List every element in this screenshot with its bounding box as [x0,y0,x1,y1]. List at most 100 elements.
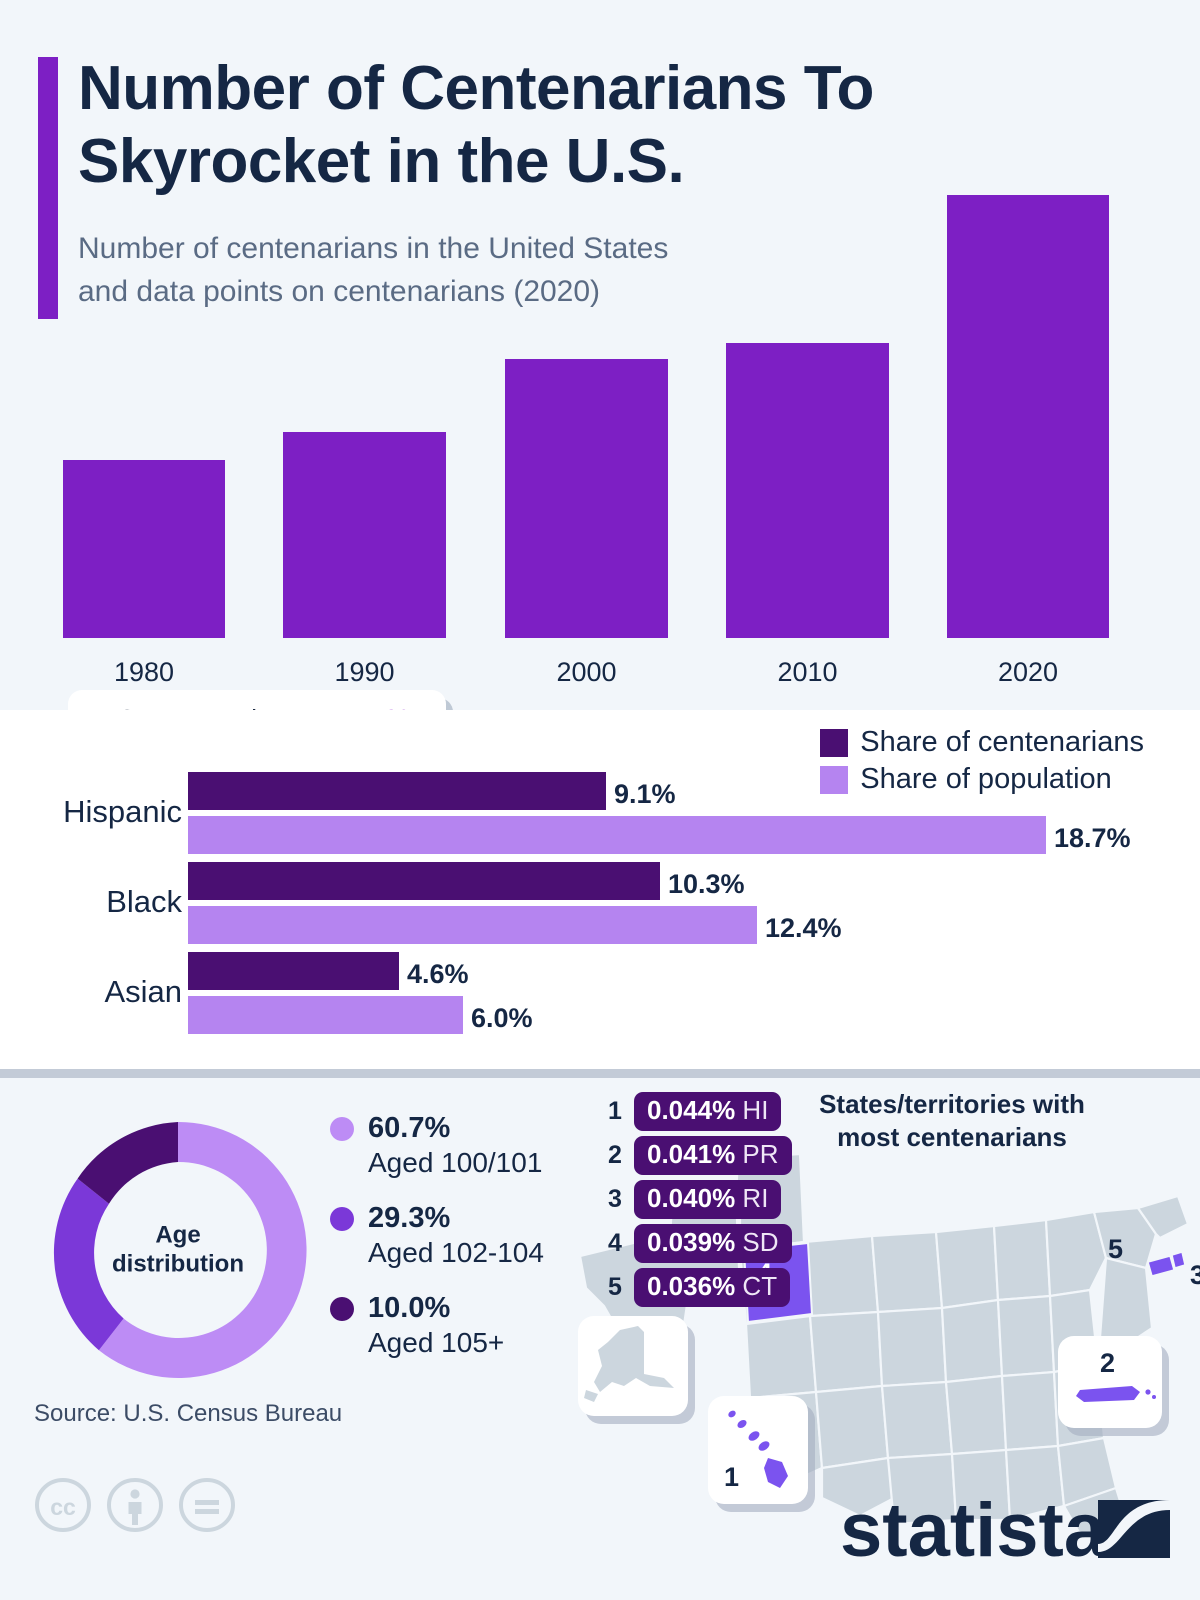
group-label-asian: Asian [104,974,182,1009]
bottom-section: Age distribution 60.7% Aged 100/101 29.3… [0,1078,1200,1600]
bar-asian-centenarians [188,952,399,990]
statista-wordmark: statista [840,1488,1107,1573]
rank-row-5: 5 0.036% CT [608,1268,792,1307]
rank-value-5: 0.036% [647,1271,736,1301]
bar-value-asian-population: 6.0% [471,1003,533,1033]
bar-2010 [726,343,889,638]
rank-number-2: 2 [608,1141,622,1169]
header: Number of Centenarians To Skyrocket in t… [0,0,1200,330]
rank-row-3: 3 0.040% RI [608,1180,792,1219]
donut-legend-dot-3 [330,1296,354,1321]
bar-1990 [283,432,446,638]
page-title: Number of Centenarians To Skyrocket in t… [78,52,1078,198]
alaska-shape [584,1326,674,1402]
rank-number-5: 5 [608,1273,622,1301]
rank-value-3: 0.040% [647,1183,736,1213]
bar-label-2010: 2010 [777,657,838,687]
map-title: States/territories with most centenarian… [812,1088,1092,1155]
group-label-black: Black [106,884,182,919]
title-line-2: Skyrocket in the U.S. [78,127,685,197]
centenarians-column-chart: +50% 32,194 1980 37,306 1990 50,454 2000… [0,195,1200,912]
rank-code-4: SD [742,1227,779,1257]
attribution-icon [106,1476,164,1534]
legend-swatch-centenarians [820,728,849,757]
bar-value-asian-centenarians: 4.6% [407,959,469,989]
bar-label-2020: 2020 [997,657,1059,687]
map-title-line-1: States/territories with [819,1089,1085,1119]
inset-number-puerto-rico: 2 [1100,1348,1116,1378]
donut-center-label: Age distribution [112,1221,244,1280]
inset-hawaii: 1 [708,1396,808,1504]
rank-pill-5: 0.036% CT [634,1268,791,1307]
bar-black-population [188,906,757,944]
rank-number-1: 1 [608,1097,622,1125]
donut-legend-pct-2: 29.3% [368,1202,451,1234]
map-marker-5: 5 [1108,1234,1124,1264]
bar-hispanic-centenarians [188,772,606,810]
rank-code-1: HI [742,1095,769,1125]
rank-number-4: 4 [608,1229,622,1257]
donut-center-line-2: distribution [112,1251,244,1278]
bar-2000 [505,359,668,638]
donut-legend-item-1: 60.7% Aged 100/101 [330,1112,590,1180]
donut-legend-label-1: Aged 100/101 [368,1147,543,1178]
rank-row-4: 4 0.039% SD [608,1224,792,1263]
donut-legend: 60.7% Aged 100/101 29.3% Aged 102-104 10… [330,1112,590,1382]
bar-value-hispanic-centenarians: 9.1% [614,779,676,809]
chart-legend: Share of centenarians Share of populatio… [820,726,1144,800]
rank-pill-1: 0.044% HI [634,1092,782,1131]
rank-value-4: 0.039% [647,1227,736,1257]
inset-number-hawaii: 1 [724,1462,740,1492]
bar-value-black-population: 12.4% [765,913,842,943]
inset-puerto-rico: 2 [1058,1336,1162,1428]
legend-item-centenarians: Share of centenarians [820,726,1144,759]
donut-legend-pct-1: 60.7% [368,1112,451,1144]
svg-text:cc: cc [50,1494,76,1520]
subtitle-line-2: and data points on centenarians (2020) [78,274,601,308]
legend-label-centenarians: Share of centenarians [860,726,1144,758]
bar-black-centenarians [188,862,660,900]
rank-value-1: 0.044% [647,1095,736,1125]
rank-pill-2: 0.041% PR [634,1136,792,1175]
statista-mark [1098,1500,1170,1558]
donut-legend-item-2: 29.3% Aged 102-104 [330,1202,590,1270]
source-note: Source: U.S. Census Bureau [34,1400,343,1427]
top-states-rank-list: 1 0.044% HI 2 0.041% PR 3 0.040% RI 4 0.… [608,1092,792,1312]
rank-code-2: PR [742,1139,779,1169]
donut-legend-dot-1 [330,1116,354,1141]
bar-asian-population [188,996,463,1034]
license-icons: cc [34,1476,236,1534]
map-marker-3: 3 [1190,1260,1200,1290]
group-label-hispanic: Hispanic [63,794,182,829]
bar-hispanic-population [188,816,1046,854]
rank-value-2: 0.041% [647,1139,736,1169]
state-rhode-island [1171,1251,1186,1269]
hawaii-shape [728,1410,788,1488]
puerto-rico-shape [1076,1386,1156,1402]
inset-alaska [578,1316,688,1416]
legend-label-population: Share of population [860,763,1112,795]
bar-label-2000: 2000 [556,657,617,687]
page-subtitle: Number of centenarians in the United Sta… [78,228,1028,313]
rank-row-1: 1 0.044% HI [608,1092,792,1131]
age-distribution-donut: Age distribution [28,1100,328,1400]
map-title-line-2: most centenarians [837,1122,1067,1153]
donut-legend-dot-2 [330,1206,354,1231]
state-connecticut [1147,1255,1175,1277]
column-bars: 32,194 1980 37,306 1990 50,454 2000 53,3… [0,195,1200,912]
donut-center-line-1: Age [155,1221,201,1249]
rank-pill-3: 0.040% RI [634,1180,782,1219]
donut-legend-label-2: Aged 102-104 [368,1237,544,1268]
statista-logo: statista [840,1486,1170,1581]
rank-code-3: RI [742,1183,769,1213]
legend-item-population: Share of population [820,763,1144,796]
subtitle-line-1: Number of centenarians in the United Sta… [78,232,669,265]
title-line-1: Number of Centenarians To [78,54,874,123]
donut-legend-label-3: Aged 105+ [368,1327,505,1358]
creative-commons-icon: cc [34,1476,92,1534]
section-divider [0,1069,1200,1078]
bar-1980 [63,460,225,638]
bar-value-black-centenarians: 10.3% [668,869,745,899]
bar-value-hispanic-population: 18.7% [1054,823,1131,853]
